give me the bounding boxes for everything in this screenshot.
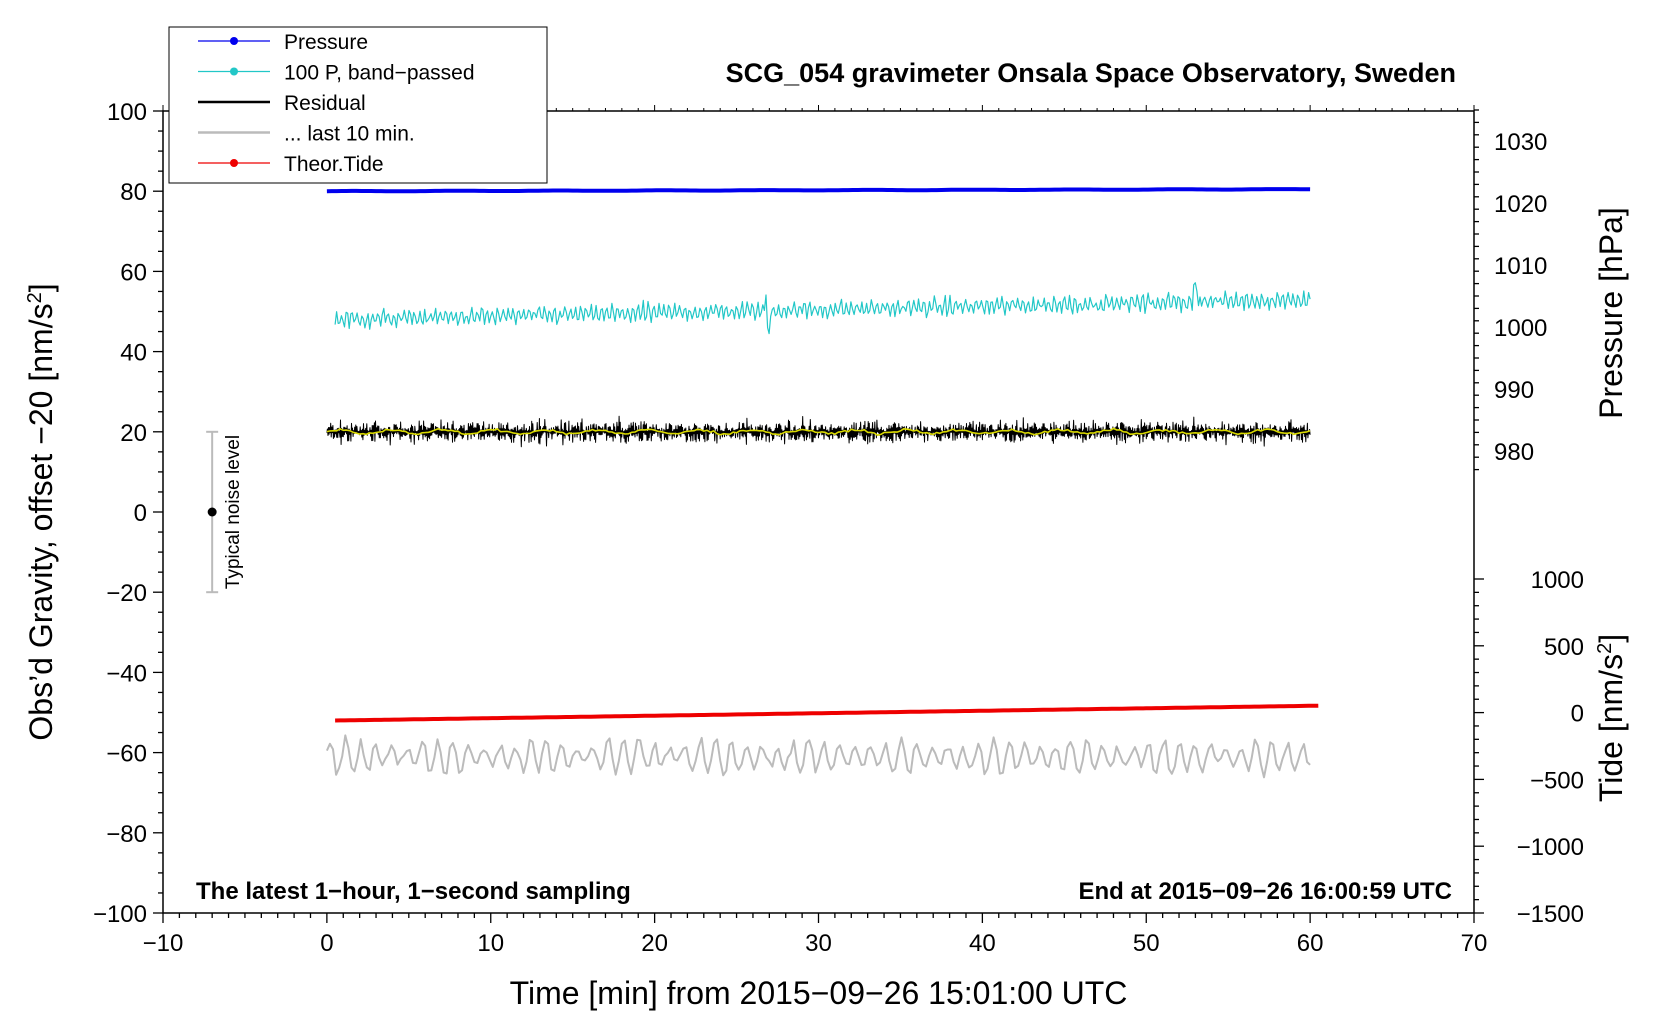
x-tick-label: 0 — [320, 930, 333, 957]
plot-frame — [162, 110, 1475, 914]
y-axis-left-title-end: ] — [23, 283, 59, 292]
y-axis-left-title-sup: 2 — [24, 292, 46, 303]
y-axis-left-title-main: Obs’d Gravity, offset −20 [nm/s — [23, 303, 59, 740]
y-pressure-tick-label: 1020 — [1494, 191, 1547, 218]
y-left-tick-label: 100 — [107, 99, 147, 126]
y-left-tick-label: −60 — [106, 741, 147, 768]
series-pressure-line — [326, 187, 1311, 194]
noise-level-bar — [206, 430, 219, 594]
legend-label-3: ... last 10 min. — [284, 123, 415, 146]
y-tide-tick-label: 0 — [1571, 701, 1584, 728]
y-left-tick-label: 60 — [120, 259, 147, 286]
series-last-10-min-line — [325, 734, 1311, 779]
y-left-tick-label: −100 — [93, 901, 147, 928]
y-axis-pressure-title: Pressure [hPa] — [1593, 207, 1629, 419]
legend-label-0: Pressure — [284, 31, 368, 54]
note-left: The latest 1−hour, 1−second sampling — [196, 878, 631, 905]
y-left-tick-label: −40 — [106, 660, 147, 687]
y-tide-tick-label: −500 — [1530, 767, 1584, 794]
legend-label-4: Theor.Tide — [284, 153, 384, 176]
x-tick-label: 40 — [969, 930, 996, 957]
x-tick-label: 60 — [1297, 930, 1324, 957]
x-tick-label: 10 — [477, 930, 504, 957]
y-tide-tick-label: 500 — [1544, 634, 1584, 661]
y-left-tick-label: 0 — [134, 500, 147, 527]
y-pressure-tick-label: 1000 — [1494, 315, 1547, 342]
series-band-passed-line — [334, 282, 1311, 335]
y-left-tick-label: 20 — [120, 420, 147, 447]
y-pressure-tick-label: 990 — [1494, 377, 1534, 404]
y-axis-left-title: Obs’d Gravity, offset −20 [nm/s2] — [23, 283, 59, 740]
noise-bar-dot — [207, 507, 217, 517]
legend-label-1: 100 P, band−passed — [284, 62, 475, 85]
legend-box — [168, 26, 548, 184]
legend-marker-1 — [230, 67, 238, 76]
y-left-tick-label: 40 — [120, 340, 147, 367]
y-axis-tide-title: Tide [nm/s2] — [1593, 634, 1629, 802]
legend: Pressure 100 P, band−passed Residual ... la… — [168, 26, 548, 184]
series-layer — [325, 187, 1319, 779]
noise-level-label: Typical noise level — [223, 435, 244, 589]
legend-marker-4 — [230, 159, 238, 167]
y-left-tick-label: −20 — [106, 580, 147, 607]
x-tick-label: 70 — [1461, 930, 1488, 957]
legend-label-2: Residual — [284, 92, 366, 115]
x-tick-label: 20 — [641, 930, 668, 957]
series-residual-line — [326, 415, 1311, 448]
x-tick-label: 30 — [805, 930, 832, 957]
x-axis-title: Time [min] from 2015−09−26 15:01:00 UTC — [510, 975, 1128, 1011]
series-tide-line — [335, 703, 1319, 723]
x-tick-label: −10 — [143, 930, 184, 957]
y-tide-tick-label: 1000 — [1531, 567, 1584, 594]
y-pressure-tick-label: 1030 — [1494, 129, 1547, 156]
y-axis-tide-title-main: Tide [nm/s — [1593, 654, 1629, 802]
y-axis-tide-title-end: ] — [1593, 634, 1629, 643]
y-pressure-tick-label: 1010 — [1494, 253, 1547, 280]
x-tick-label: 50 — [1133, 930, 1160, 957]
legend-marker-0 — [230, 37, 238, 45]
y-pressure-tick-label: 980 — [1494, 439, 1534, 466]
y-left-tick-label: −80 — [106, 821, 147, 848]
note-right: End at 2015−09−26 16:00:59 UTC — [1078, 878, 1452, 905]
axis-layer: −10 0 10 20 30 40 50 60 70100806040200−20−40−60−… — [93, 99, 1584, 957]
y-tide-tick-label: −1000 — [1517, 834, 1584, 861]
y-tide-tick-label: −1500 — [1517, 901, 1584, 928]
y-left-tick-label: 80 — [120, 179, 147, 206]
series-residual-smoothed — [326, 427, 1311, 436]
y-axis-tide-title-sup: 2 — [1594, 643, 1616, 654]
chart-title: SCG_054 gravimeter Onsala Space Observat… — [726, 58, 1456, 88]
